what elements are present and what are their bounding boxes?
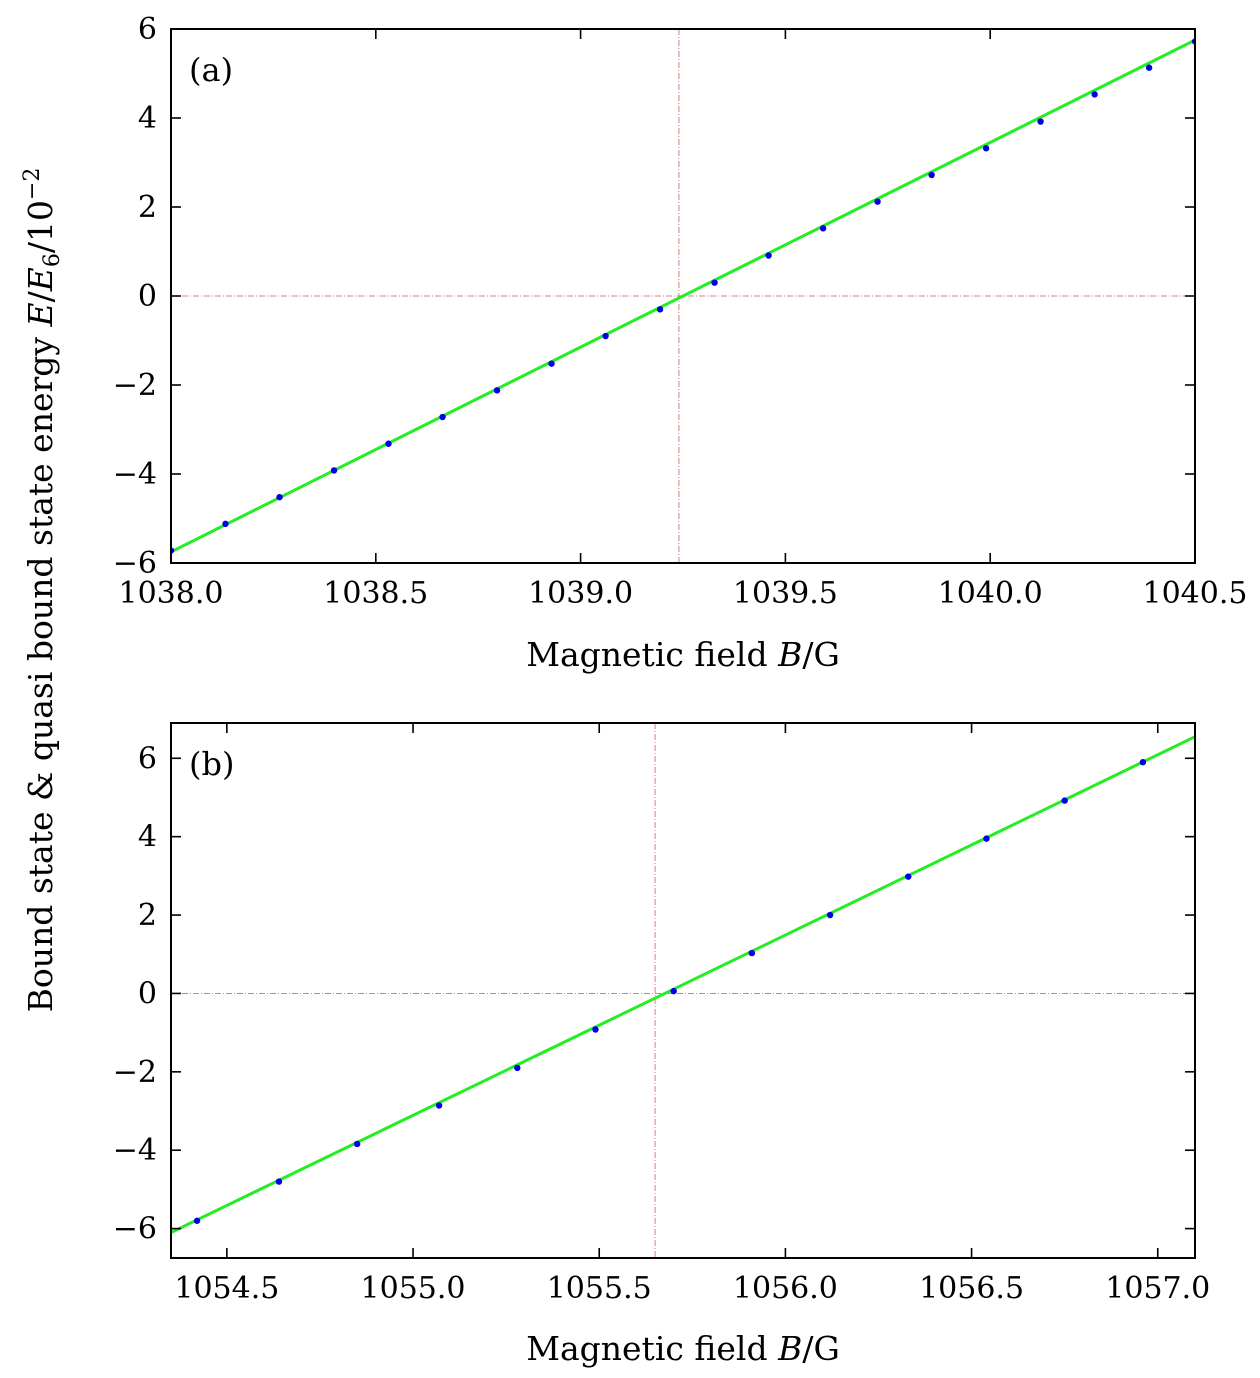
x-axis-title-b: Magnetic field B/G — [526, 1329, 840, 1368]
fit-line-a — [171, 38, 1195, 554]
x-tick-label-b: 1056.5 — [919, 1271, 1024, 1306]
data-point-b — [592, 1026, 599, 1033]
data-point-a — [548, 360, 555, 367]
x-tick-label-a: 1039.0 — [528, 576, 633, 611]
data-point-b — [275, 1178, 283, 1185]
data-point-a — [602, 332, 609, 340]
x-tick-label-a: 1040.0 — [938, 576, 1043, 611]
data-point-a — [656, 306, 664, 313]
data-point-a — [928, 171, 935, 179]
data-point-b — [353, 1140, 361, 1148]
y-tick-label-b: 2 — [138, 898, 157, 933]
x-tick-label-b: 1056.0 — [733, 1271, 838, 1306]
data-point-b — [514, 1064, 521, 1072]
y-axis-title-slash: / — [21, 290, 60, 302]
y-tick-label-b: −4 — [113, 1133, 157, 1168]
data-point-b — [1139, 758, 1147, 766]
y-tick-label-a: 0 — [138, 279, 157, 314]
y-axis-title-exponent: −2 — [20, 168, 45, 200]
data-point-a — [982, 145, 990, 152]
data-point-a — [330, 467, 338, 474]
data-point-b — [983, 835, 990, 842]
y-axis-title: Bound state & quasi bound state energy E… — [20, 168, 65, 1013]
y-tick-label-b: 0 — [138, 976, 157, 1011]
y-tick-label-b: −2 — [113, 1055, 157, 1090]
x-axis-title-b-var: B — [777, 1329, 802, 1368]
y-axis-title-prefix: Bound state & quasi bound state energy — [21, 326, 60, 1012]
x-axis-title-a-var: B — [777, 635, 802, 674]
x-tick-label-b: 1055.0 — [361, 1271, 466, 1306]
data-point-b — [193, 1217, 201, 1224]
data-point-a — [874, 198, 881, 205]
y-axis-title-tail: /10 — [21, 200, 60, 253]
x-axis-title-a-unit: /G — [802, 635, 839, 674]
data-point-a — [276, 493, 283, 501]
data-point-a — [819, 225, 827, 232]
data-point-b — [670, 987, 677, 995]
y-axis-title-E6-sub: 6 — [40, 253, 65, 267]
x-axis-title-b-text: Magnetic field — [526, 1329, 778, 1368]
y-tick-label-a: −4 — [113, 457, 157, 492]
data-point-a — [765, 252, 772, 259]
data-point-a — [1145, 64, 1153, 71]
data-point-b — [905, 873, 912, 880]
data-point-a — [439, 413, 446, 421]
data-point-a — [1037, 118, 1044, 125]
y-tick-label-a: 4 — [138, 101, 157, 136]
y-tick-label-a: 6 — [138, 12, 157, 47]
data-point-b — [826, 911, 834, 919]
y-tick-label-a: −2 — [113, 368, 157, 403]
panel-label-a: (a) — [189, 51, 233, 89]
y-tick-label-b: 4 — [138, 820, 157, 855]
x-axis-title-a: Magnetic field B/G — [526, 635, 840, 674]
x-tick-label-a: 1038.5 — [323, 576, 428, 611]
y-axis-title-E: E — [21, 302, 60, 327]
data-point-a — [711, 279, 718, 286]
x-axis-title-a-text: Magnetic field — [526, 635, 778, 674]
data-point-a — [493, 387, 501, 394]
data-point-a — [385, 440, 392, 447]
x-tick-label-b: 1055.5 — [547, 1271, 652, 1306]
panel-label-b: (b) — [189, 745, 234, 783]
x-tick-label-b: 1054.5 — [174, 1271, 279, 1306]
panel-a: Magnetic field B/G 1038.0 1038.5 1039.0 103… — [113, 12, 1248, 674]
y-tick-label-b: −6 — [113, 1212, 157, 1247]
fit-line-b — [171, 735, 1195, 1234]
data-point-b — [435, 1102, 443, 1109]
y-tick-label-a: −6 — [113, 546, 157, 581]
panel-b: Magnetic field B/G 1054.5 1055.0 1055.5 105… — [113, 722, 1210, 1368]
data-point-a — [1091, 91, 1098, 98]
x-tick-label-a: 1038.0 — [119, 576, 224, 611]
data-point-b — [1061, 797, 1068, 804]
x-axis-title-b-unit: /G — [802, 1329, 839, 1368]
x-tick-label-a: 1039.5 — [733, 576, 838, 611]
data-point-a — [222, 520, 229, 528]
plot-frame-b — [170, 722, 1196, 1259]
y-axis-title-E6: E — [21, 267, 60, 292]
data-point-b — [748, 949, 756, 957]
y-tick-label-b: 6 — [138, 741, 157, 776]
x-tick-label-a: 1040.5 — [1143, 576, 1248, 611]
x-tick-label-b: 1057.0 — [1105, 1271, 1210, 1306]
y-tick-label-a: 2 — [138, 190, 157, 225]
